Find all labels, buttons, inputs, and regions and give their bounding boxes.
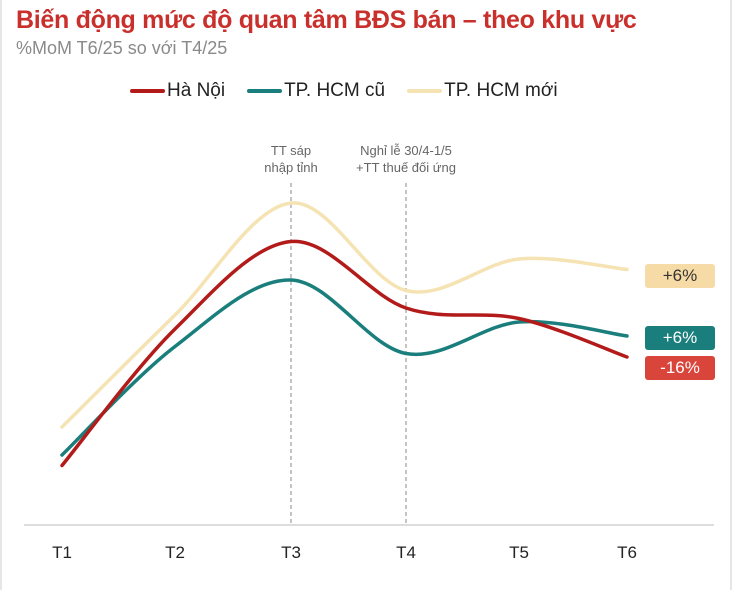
x-tick-label: T1 bbox=[52, 543, 72, 562]
annotation-text: nhập tỉnh bbox=[264, 160, 318, 175]
x-tick-label: T3 bbox=[281, 543, 301, 562]
annotation-text: +TT thuế đối ứng bbox=[356, 160, 456, 175]
chart-title: Biến động mức độ quan tâm BĐS bán – theo… bbox=[16, 6, 637, 34]
legend-item-hcm-cu: TP. HCM cũ bbox=[247, 80, 385, 102]
legend-label: TP. HCM cũ bbox=[284, 80, 386, 101]
annotation-text: Nghỉ lễ 30/4-1/5 bbox=[360, 143, 452, 158]
x-tick-label: T2 bbox=[165, 543, 185, 562]
end-label-ha-noi: -16% bbox=[645, 356, 715, 380]
series-line-1 bbox=[60, 278, 629, 457]
legend-label: TP. HCM mới bbox=[444, 80, 558, 101]
legend-swatch bbox=[247, 89, 283, 93]
legend: Hà Nội TP. HCM cũ TP. HCM mới bbox=[130, 80, 558, 102]
annotation-text: TT sáp bbox=[271, 143, 311, 158]
legend-item-ha-noi: Hà Nội bbox=[130, 80, 225, 102]
x-tick-label: T4 bbox=[396, 543, 416, 562]
end-label-hcm-moi: +6% bbox=[645, 264, 715, 288]
x-tick-label: T6 bbox=[617, 543, 637, 562]
series-line-2 bbox=[60, 201, 629, 429]
legend-swatch bbox=[130, 89, 165, 93]
chart-subtitle: %MoM T6/25 so với T4/25 bbox=[16, 38, 228, 58]
legend-label: Hà Nội bbox=[167, 80, 226, 101]
legend-swatch bbox=[407, 89, 443, 93]
legend-item-hcm-moi: TP. HCM mới bbox=[407, 80, 558, 102]
x-tick-label: T5 bbox=[509, 543, 529, 562]
series-line-0 bbox=[60, 239, 629, 468]
end-label-hcm-cu: +6% bbox=[645, 326, 715, 350]
